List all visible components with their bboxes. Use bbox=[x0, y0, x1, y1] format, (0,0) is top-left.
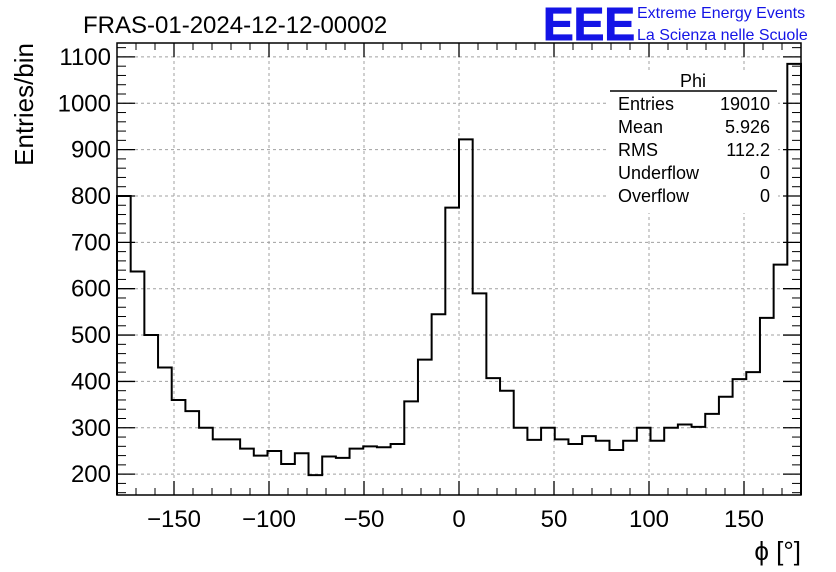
logo-line-1: Extreme Energy Events bbox=[637, 5, 805, 22]
stats-value: 0 bbox=[760, 163, 770, 183]
stats-title: Phi bbox=[680, 71, 706, 91]
x-tick-label: 50 bbox=[541, 506, 568, 533]
logo-line-2: La Scienza nelle Scuole bbox=[637, 27, 808, 44]
stats-label: Underflow bbox=[618, 163, 700, 183]
x-tick-label: 150 bbox=[724, 506, 764, 533]
y-tick-label: 1000 bbox=[58, 90, 111, 117]
y-tick-label: 1100 bbox=[59, 44, 111, 71]
logo-mark: EEE bbox=[543, 0, 635, 50]
logo: EEE Extreme Energy Events La Scienza nel… bbox=[543, 0, 808, 51]
y-tick-label: 700 bbox=[71, 229, 111, 256]
x-tick-label: 0 bbox=[452, 506, 465, 533]
x-tick-label: −100 bbox=[242, 506, 296, 533]
x-tick-labels: −150 −100 −50 0 50 100 150 bbox=[147, 506, 764, 533]
stats-value: 5.926 bbox=[725, 117, 770, 137]
stats-label: Overflow bbox=[618, 186, 690, 206]
stats-box: Phi Entries 19010 Mean 5.926 RMS 112.2 Underfl… bbox=[608, 71, 778, 213]
stats-value: 0 bbox=[760, 186, 770, 206]
y-tick-label: 300 bbox=[71, 415, 111, 442]
stats-label: Entries bbox=[618, 94, 674, 114]
y-tick-label: 500 bbox=[71, 322, 111, 349]
y-axis-label: Entries/bin bbox=[9, 43, 39, 166]
stats-box-background bbox=[608, 73, 778, 213]
y-tick-label: 800 bbox=[71, 183, 111, 210]
x-tick-label: 100 bbox=[629, 506, 669, 533]
y-tick-labels: 200 300 400 500 600 700 800 900 1000 1100 bbox=[58, 44, 111, 488]
y-tick-label: 600 bbox=[71, 276, 111, 303]
stats-value: 112.2 bbox=[726, 140, 770, 160]
y-tick-label: 900 bbox=[71, 137, 111, 164]
stats-label: Mean bbox=[618, 117, 663, 137]
stats-label: RMS bbox=[618, 140, 658, 160]
x-tick-label: −150 bbox=[147, 506, 201, 533]
y-tick-label: 200 bbox=[71, 461, 111, 488]
histogram-line bbox=[116, 62, 802, 495]
x-axis-label: ϕ [°] bbox=[754, 536, 801, 566]
axis-ticks bbox=[117, 43, 802, 495]
chart-title: FRAS-01-2024-12-12-00002 bbox=[83, 12, 387, 39]
stats-value: 19010 bbox=[720, 94, 770, 114]
y-tick-label: 400 bbox=[71, 368, 111, 395]
x-tick-label: −50 bbox=[344, 506, 385, 533]
